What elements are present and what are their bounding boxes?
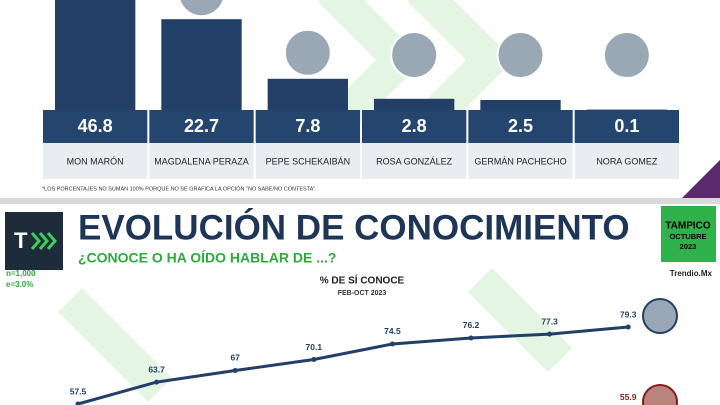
point xyxy=(311,357,317,363)
data-label: 76.2 xyxy=(463,320,480,330)
category-cell xyxy=(43,143,148,179)
data-label: 57.5 xyxy=(70,386,87,396)
point xyxy=(154,379,160,385)
category-label: MAGDALENA PERAZA xyxy=(154,156,249,166)
point xyxy=(547,331,553,337)
location-month: OCTUBRE xyxy=(669,232,706,241)
category-label: MON MARÓN xyxy=(67,156,124,166)
value-box xyxy=(468,110,573,143)
value-box xyxy=(255,110,360,143)
bar xyxy=(55,0,136,110)
category-cell xyxy=(468,143,573,179)
line-chart-subtitle: FEB-OCT 2023 xyxy=(338,290,387,297)
logo-chevron xyxy=(46,232,57,250)
data-label: 63.7 xyxy=(148,364,165,374)
divider xyxy=(0,198,720,204)
category-label: NORA GOMEZ xyxy=(596,156,658,166)
line-chart-title: % DE SÍ CONOCE xyxy=(320,274,405,287)
value-label: 46.8 xyxy=(78,116,113,136)
value-box xyxy=(362,110,467,143)
category-cell xyxy=(574,143,679,179)
point xyxy=(625,324,631,330)
data-label: 74.5 xyxy=(384,326,401,336)
header-subtitle: ¿CONOCE O HA OÍDO HABLAR DE ...? xyxy=(78,250,336,266)
sample-note: n=1,000 xyxy=(6,269,36,278)
line xyxy=(77,325,629,405)
value-box xyxy=(149,110,254,143)
bar xyxy=(374,98,455,110)
location-year: 2023 xyxy=(680,242,697,251)
value-label: 0.1 xyxy=(614,116,639,136)
footnote: *LOS PORCENTAJES NO SUMAN 100% PORQUE NO… xyxy=(42,185,317,192)
value-label: 7.8 xyxy=(295,116,320,136)
value-label: 2.8 xyxy=(402,116,427,136)
point xyxy=(389,341,395,347)
point xyxy=(232,367,238,373)
data-label: 67 xyxy=(230,353,240,363)
error-note: e=3.0% xyxy=(6,280,33,289)
value-label: 2.5 xyxy=(508,116,533,136)
category-label: GERMÁN PACHECHO xyxy=(474,156,566,166)
logo-chevron xyxy=(38,232,49,250)
location-city: TAMPICO xyxy=(665,221,711,232)
location-box xyxy=(661,206,716,262)
data-label: 70.1 xyxy=(306,342,323,352)
category-label: PEPE SCHEKAIBÁN xyxy=(266,156,351,166)
corner-accent xyxy=(682,160,720,198)
category-cell xyxy=(255,143,360,179)
value-box xyxy=(574,110,679,143)
point xyxy=(75,401,81,405)
category-cell xyxy=(362,143,467,179)
bar xyxy=(161,19,242,111)
logo-chevron xyxy=(30,232,41,250)
bar xyxy=(480,100,561,110)
data-label: 79.3 xyxy=(620,309,637,319)
source: Trendio.Mx xyxy=(670,269,713,278)
data-label: 55.9 xyxy=(620,392,637,402)
logo-letter: T xyxy=(14,228,28,253)
value-label: 22.7 xyxy=(184,116,219,136)
plot-area: 46.8 MON MARÓN 22.7 MAGDALENA PERAZA 7.8 PEPE… xyxy=(43,0,679,405)
header-title: EVOLUCIÓN DE CONOCIMIENTO xyxy=(78,207,630,247)
category-cell xyxy=(149,143,254,179)
bar xyxy=(267,78,348,110)
point xyxy=(468,335,474,341)
candidate-photo xyxy=(642,298,678,334)
candidate-photo xyxy=(602,31,651,79)
candidate-photo xyxy=(496,31,545,79)
value-box xyxy=(43,110,148,143)
candidate-photo xyxy=(283,28,332,77)
candidate-photo xyxy=(390,31,439,79)
candidate-photo xyxy=(642,384,678,405)
category-label: ROSA GONZÁLEZ xyxy=(376,156,453,166)
data-label: 77.3 xyxy=(541,316,558,326)
candidate-photo xyxy=(178,0,225,18)
